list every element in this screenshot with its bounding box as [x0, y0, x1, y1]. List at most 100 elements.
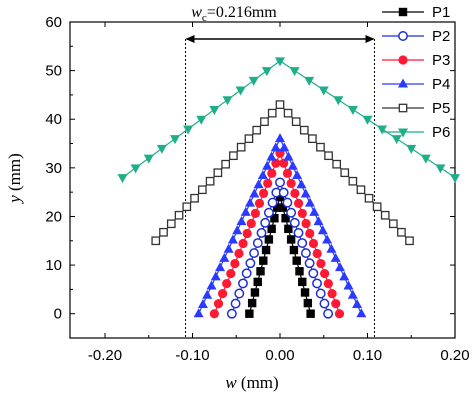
- data-point: [275, 192, 285, 202]
- data-point: [275, 133, 285, 143]
- data-point: [287, 160, 298, 170]
- legend-marker: [398, 103, 408, 113]
- data-point: [256, 227, 267, 238]
- series-p3: [209, 148, 345, 319]
- y-tick-label: 40: [45, 111, 62, 128]
- data-point: [249, 248, 260, 259]
- data-point: [222, 96, 233, 106]
- data-point: [234, 288, 245, 299]
- data-point: [264, 235, 274, 244]
- legend: P1 P2 P3 P4 P5 P6: [382, 4, 450, 141]
- data-point: [292, 256, 301, 265]
- data-point: [235, 86, 246, 96]
- data-point: [270, 214, 279, 223]
- data-point: [300, 288, 310, 297]
- data-point: [327, 289, 337, 299]
- data-point: [253, 277, 262, 287]
- data-point: [283, 108, 293, 118]
- data-point: [257, 170, 268, 180]
- data-point: [183, 125, 194, 135]
- data-point: [206, 280, 217, 290]
- data-point: [232, 225, 243, 235]
- data-point: [259, 256, 268, 265]
- data-point: [275, 177, 285, 188]
- data-point: [244, 134, 254, 144]
- y-tick-label: 10: [45, 257, 62, 274]
- data-point: [391, 135, 402, 145]
- data-point: [296, 179, 307, 189]
- data-point: [332, 159, 342, 169]
- data-point: [117, 174, 128, 184]
- legend-marker: [398, 31, 408, 41]
- x-tick-label: 0.00: [265, 347, 294, 364]
- data-point: [326, 243, 337, 253]
- legend-marker: [398, 55, 408, 65]
- data-point: [190, 193, 199, 203]
- data-point: [324, 151, 333, 161]
- data-point: [256, 267, 265, 276]
- data-point: [241, 268, 252, 279]
- series-p2: [226, 177, 334, 319]
- data-point: [343, 280, 354, 290]
- data-point: [262, 160, 273, 170]
- data-point: [245, 309, 254, 318]
- data-point: [252, 125, 262, 135]
- data-point: [253, 179, 264, 189]
- data-point: [406, 144, 417, 154]
- data-point: [250, 208, 260, 219]
- data-point: [284, 224, 293, 234]
- data-point: [210, 271, 221, 281]
- data-point: [223, 243, 234, 253]
- data-point: [143, 154, 154, 164]
- data-point: [333, 96, 344, 106]
- data-point: [301, 218, 311, 229]
- data-point: [318, 86, 329, 96]
- annotation-arrow-head-left: [185, 35, 195, 44]
- axes: 0 10 20 30 40 50 60 -0.20 -0.10 0.00 0.10 0.20: [45, 14, 469, 364]
- data-point: [308, 238, 319, 249]
- data-point: [281, 214, 290, 223]
- data-point: [348, 176, 358, 186]
- data-point: [312, 248, 322, 259]
- data-point: [258, 188, 269, 198]
- data-point: [151, 236, 161, 246]
- data-point: [286, 178, 296, 188]
- data-point: [293, 198, 304, 208]
- data-point: [263, 207, 274, 218]
- annotation-arrow-head-right: [365, 35, 375, 44]
- data-point: [352, 298, 363, 308]
- reference-lines: [185, 39, 375, 338]
- data-point: [340, 168, 350, 178]
- data-point: [196, 115, 207, 125]
- data-point: [298, 277, 307, 287]
- data-point: [362, 115, 373, 125]
- data-point: [252, 238, 263, 248]
- legend-label: P5: [432, 100, 450, 117]
- data-point: [246, 218, 256, 229]
- data-point: [238, 238, 248, 249]
- data-point: [267, 224, 276, 234]
- data-point: [202, 289, 213, 299]
- data-point: [230, 298, 241, 309]
- data-point: [388, 219, 398, 229]
- data-point: [222, 279, 232, 289]
- data-point: [278, 203, 287, 212]
- data-point: [249, 188, 260, 198]
- data-point: [283, 151, 294, 161]
- data-point: [254, 198, 265, 208]
- data-point: [356, 185, 366, 195]
- data-point: [297, 238, 308, 248]
- data-point: [334, 309, 345, 319]
- data-point: [215, 262, 226, 272]
- data-point: [282, 197, 293, 208]
- data-point: [286, 235, 296, 244]
- data-point: [226, 308, 237, 319]
- data-point: [291, 117, 301, 127]
- data-point: [270, 142, 281, 152]
- legend-label: P4: [432, 76, 450, 93]
- data-point: [273, 203, 282, 212]
- data-point: [250, 288, 260, 297]
- data-point: [297, 208, 307, 219]
- data-point: [267, 108, 277, 118]
